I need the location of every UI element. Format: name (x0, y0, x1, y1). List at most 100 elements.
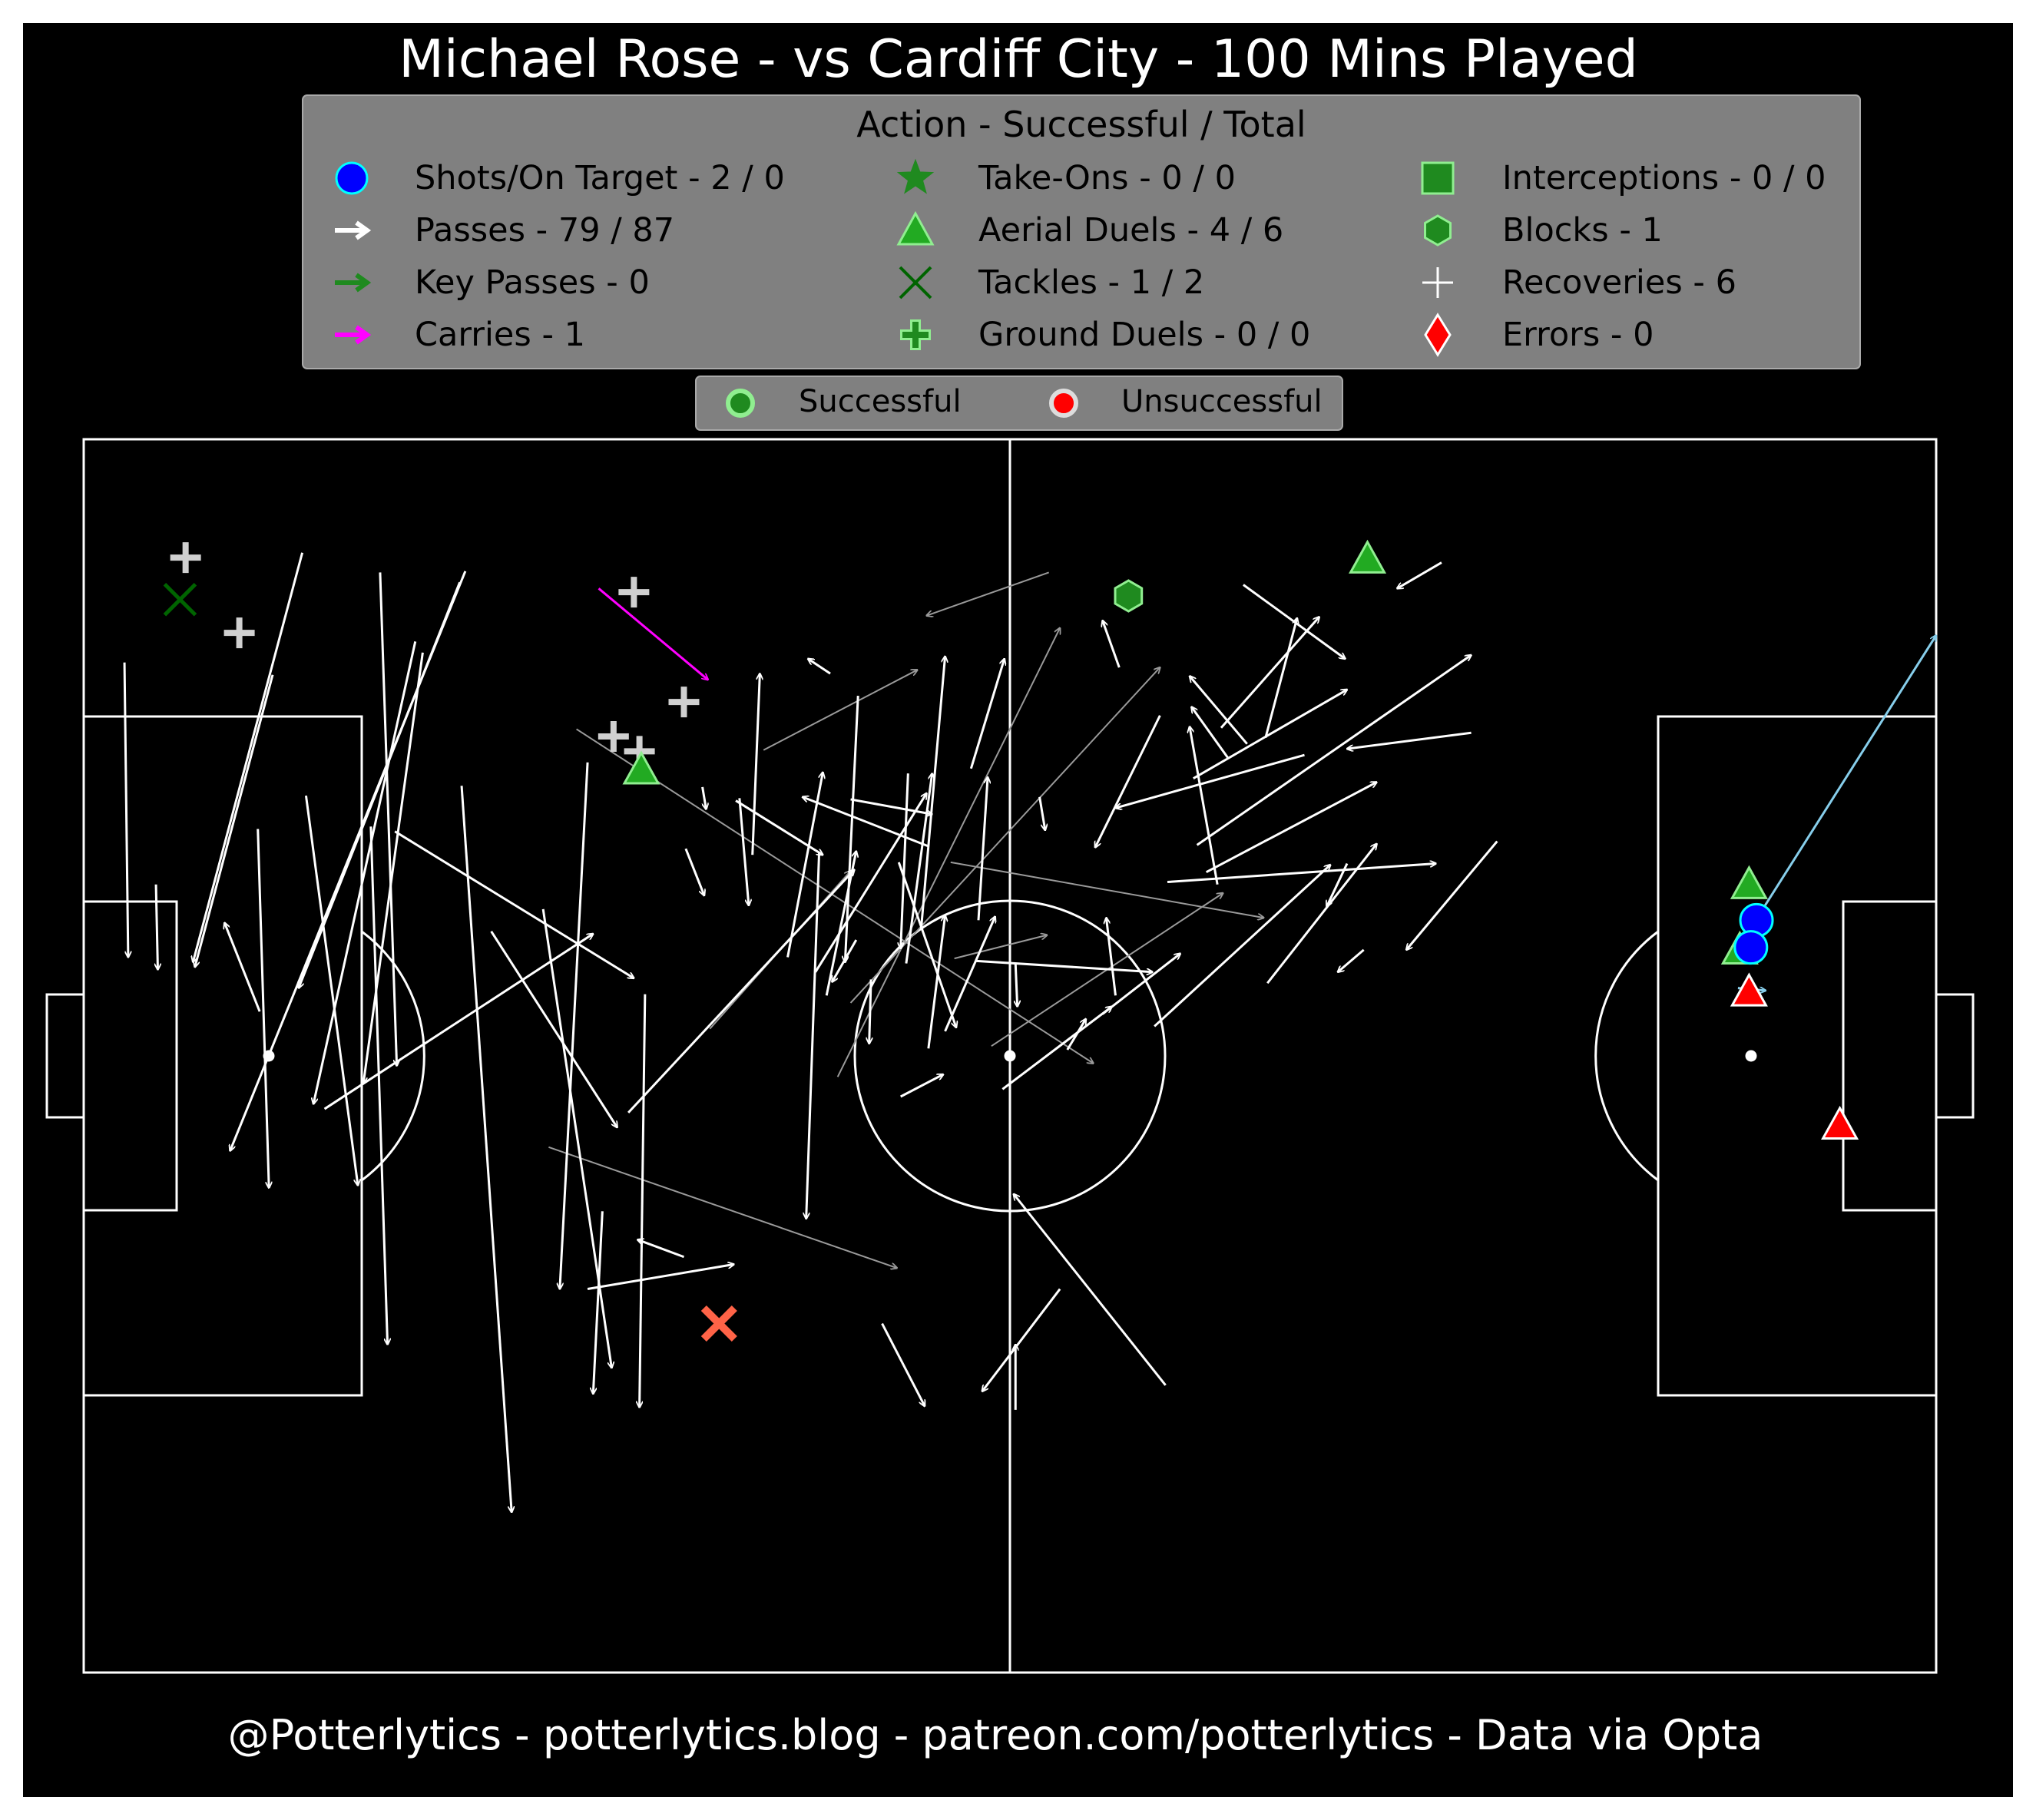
pass-successful-arrow (901, 773, 909, 948)
tackle-x-icon (899, 266, 932, 299)
pass-successful-arrow (1191, 707, 1230, 759)
pass-unsuccessful-arrow (950, 861, 1264, 918)
pass-successful-arrow (1190, 676, 1248, 745)
footer-credit: @Potterlytics - potterlytics.blog - patr… (228, 1711, 1763, 1759)
recovery-marker (668, 687, 700, 718)
legend-box (302, 94, 1861, 369)
chart-title: Michael Rose - vs Cardiff City - 100 Min… (399, 29, 1638, 90)
pass-successful-arrow (257, 829, 269, 1187)
left-penalty-arc (361, 930, 425, 1182)
pitch (45, 438, 1975, 1674)
pass-unsuccessful-arrow (548, 1146, 896, 1268)
unsuccessful-dot-icon (1049, 389, 1078, 418)
successful-dot-icon (726, 389, 755, 418)
right-penalty-spot (1745, 1050, 1757, 1062)
recovery-plus-icon (1422, 267, 1453, 298)
pass-successful-arrow (379, 572, 397, 1065)
pass-successful-arrow (814, 793, 927, 973)
pass-successful-arrow (230, 571, 467, 1151)
pass-successful-arrow (1101, 954, 1180, 1015)
pass-successful-arrow (1103, 620, 1121, 668)
pass-successful-arrow (224, 923, 261, 1012)
pass-successful-arrow (751, 673, 760, 855)
shot-assist-arrow (1755, 635, 1936, 920)
pass-successful-arrow (1220, 617, 1319, 729)
pass-successful-arrow (1014, 1194, 1167, 1386)
key-pass-arrow-icon (335, 273, 372, 293)
pass-successful-arrow (637, 1239, 685, 1259)
pass-successful-arrow (1167, 863, 1436, 884)
pass-successful-arrow (1326, 862, 1349, 906)
pass-successful-arrow (845, 695, 859, 962)
carry-arrow-icon (335, 325, 372, 345)
legend-label: Aerial Duels - 4 / 6 (978, 211, 1283, 250)
pass-successful-arrow (897, 862, 956, 1027)
aerial-duel-unsuccessful-marker (1821, 1105, 1859, 1140)
pass-successful-arrow (1066, 1019, 1086, 1051)
centre-spot (1004, 1050, 1016, 1062)
pass-unsuccessful-arrow (576, 728, 1094, 1063)
pass-successful-arrow (969, 659, 1004, 769)
right-goal (1935, 993, 1975, 1119)
ground-duel-plus-icon (900, 319, 931, 350)
pass-successful-arrow (1095, 715, 1161, 848)
left-goal (45, 993, 85, 1119)
pass-successful-arrow (738, 798, 749, 905)
pass-successful-arrow (541, 908, 611, 1368)
centre-circle (853, 899, 1167, 1213)
aerial-duel-successful-marker (1730, 865, 1768, 899)
pass-successful-arrow (304, 795, 358, 1185)
pass-successful-arrow (123, 662, 128, 958)
pass-successful-arrow (560, 762, 589, 1289)
aerial-duel-triangle-icon (896, 210, 935, 246)
pass-successful-arrow (640, 994, 647, 1408)
successful-label: Successful (799, 384, 962, 419)
legend-label: Recoveries - 6 (1502, 263, 1736, 302)
pass-successful-arrow (1406, 840, 1498, 950)
pass-successful-arrow (460, 786, 511, 1512)
shot-marker (1733, 930, 1769, 965)
legend-label: Tackles - 1 / 2 (978, 263, 1204, 302)
pass-successful-arrow (982, 1288, 1061, 1391)
legend-label: Interceptions - 0 / 0 (1502, 159, 1826, 197)
pass-successful-arrow (1243, 584, 1346, 659)
shot-circle-icon (335, 161, 369, 195)
block-hexagon-icon (1424, 214, 1452, 247)
pass-successful-arrow (363, 652, 424, 1083)
aerial-duel-successful-marker (622, 750, 660, 785)
pass-successful-arrow (701, 786, 707, 809)
pass-successful-arrow (869, 979, 871, 1044)
pass-arrow-icon (335, 220, 372, 240)
pass-unsuccessful-arrow (926, 571, 1049, 615)
pass-successful-arrow (1338, 948, 1365, 972)
aerial-duel-successful-marker (1348, 539, 1387, 574)
pass-successful-arrow (195, 674, 274, 968)
block-marker (1114, 579, 1144, 613)
tackle-successful-marker (163, 583, 197, 617)
pass-successful-arrow (1264, 618, 1297, 739)
pass-successful-arrow (976, 959, 1153, 971)
recovery-marker (170, 542, 201, 574)
pass-successful-arrow (593, 1211, 604, 1394)
events-layer (123, 539, 1936, 1512)
legend-label: Carries - 1 (415, 316, 585, 354)
pass-successful-arrow (684, 848, 704, 895)
pass-successful-arrow (1193, 690, 1347, 779)
pass-successful-arrow (1001, 1007, 1111, 1090)
pass-successful-arrow (881, 1322, 925, 1407)
pass-successful-arrow (806, 852, 821, 1219)
interception-square-icon (1421, 161, 1455, 195)
pass-successful-arrow (1205, 782, 1377, 874)
legend-label: Take-Ons - 0 / 0 (978, 159, 1236, 197)
pass-successful-arrow (394, 830, 634, 978)
pass-unsuccessful-arrow (836, 628, 1060, 1077)
pass-successful-arrow (944, 917, 995, 1032)
pass-successful-arrow (587, 1264, 734, 1291)
pass-successful-arrow (369, 826, 388, 1345)
pass-successful-arrow (1347, 731, 1472, 749)
pass-successful-arrow (927, 915, 945, 1049)
legend-label: Passes - 79 / 87 (415, 211, 674, 250)
recovery-marker (598, 721, 629, 753)
outcome-legend-box (695, 376, 1343, 431)
